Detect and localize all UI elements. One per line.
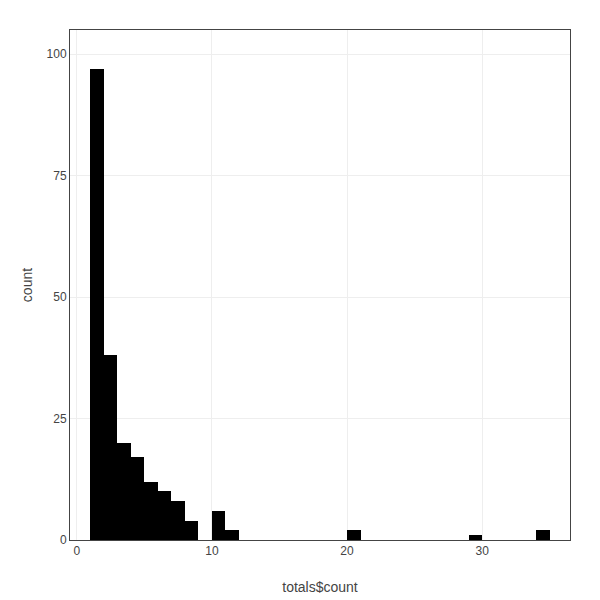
svg-text:0: 0	[73, 544, 80, 558]
svg-text:totals$count: totals$count	[282, 579, 358, 595]
svg-text:count: count	[19, 268, 35, 302]
svg-text:20: 20	[340, 544, 354, 558]
svg-text:25: 25	[53, 412, 67, 426]
svg-text:75: 75	[53, 169, 67, 183]
svg-text:30: 30	[475, 544, 489, 558]
svg-text:50: 50	[53, 290, 67, 304]
svg-text:10: 10	[205, 544, 219, 558]
svg-text:100: 100	[47, 47, 67, 61]
svg-text:0: 0	[60, 533, 67, 547]
